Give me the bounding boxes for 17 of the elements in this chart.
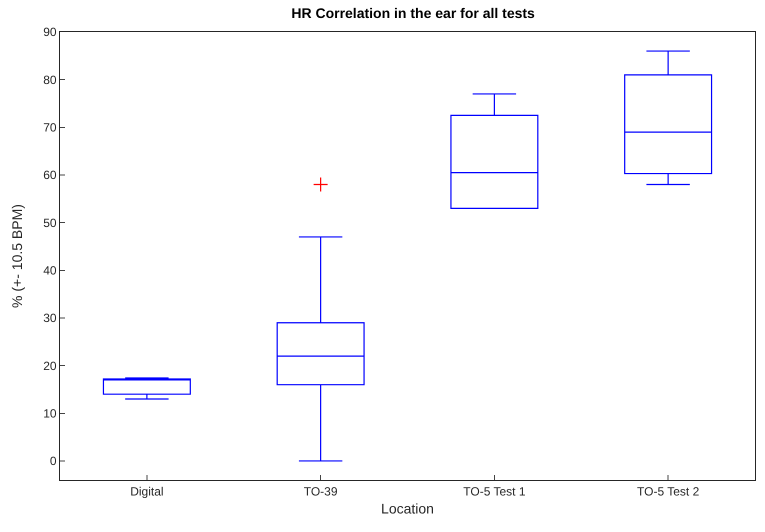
y-axis-title: % (+- 10.5 BPM)	[9, 204, 25, 308]
y-tick-label: 30	[43, 311, 57, 326]
y-tick-label: 40	[43, 264, 57, 278]
x-axis-title: Location	[381, 500, 434, 517]
y-tick-label: 10	[43, 406, 57, 420]
chart-title: HR Correlation in the ear for all tests	[291, 4, 536, 21]
x-tick-label: TO-5 Test 1	[463, 484, 526, 498]
y-tick-label: 70	[43, 120, 57, 135]
x-tick-label: TO-5 Test 2	[637, 484, 700, 498]
y-tick-label: 50	[43, 216, 57, 230]
x-tick-label: TO-39	[304, 484, 338, 498]
y-tick-label: 90	[43, 25, 57, 40]
y-tick-label: 0	[50, 454, 57, 468]
y-tick-label: 20	[43, 358, 57, 373]
x-tick-label: Digital	[130, 484, 164, 498]
y-tick-label: 80	[43, 72, 57, 87]
y-tick-label: 60	[43, 168, 57, 182]
